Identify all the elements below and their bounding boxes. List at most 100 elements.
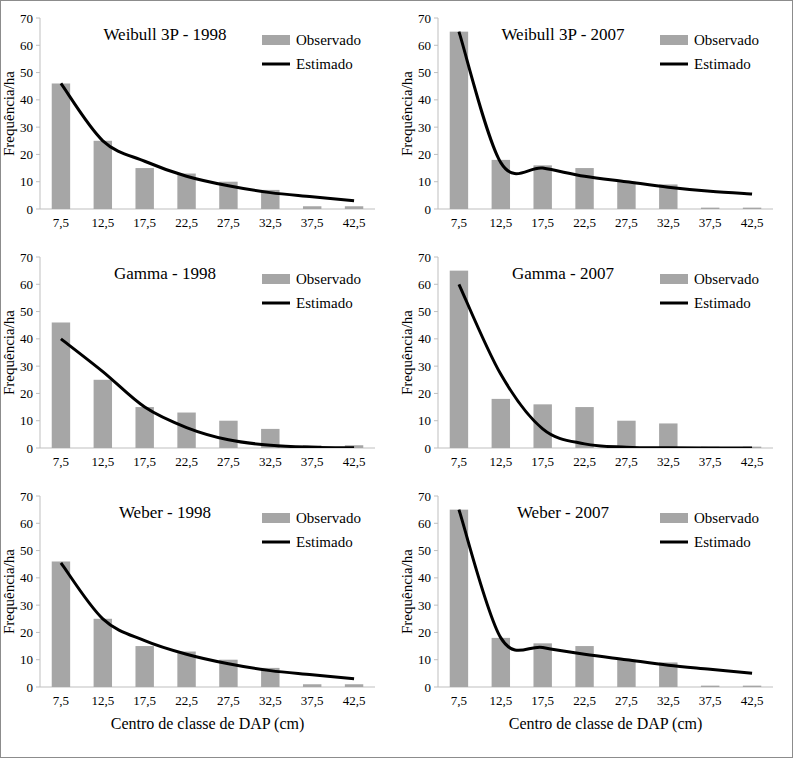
x-tick-label: 22,5 xyxy=(175,454,198,469)
bar xyxy=(135,646,153,687)
bar xyxy=(135,407,153,448)
legend-label: Estimado xyxy=(296,295,353,311)
bar xyxy=(345,684,363,687)
legend: ObservadoEstimado xyxy=(660,271,759,311)
y-tick-label: 50 xyxy=(418,65,431,80)
x-tick-label: 42,5 xyxy=(741,454,764,469)
y-tick xyxy=(36,181,40,182)
y-tick-label: 0 xyxy=(425,202,432,217)
legend-label: Estimado xyxy=(296,56,353,72)
x-axis xyxy=(40,209,375,210)
y-axis xyxy=(438,257,439,448)
y-tick xyxy=(434,209,438,210)
bar xyxy=(533,165,551,209)
x-tick-label: 27,5 xyxy=(615,215,638,230)
y-tick xyxy=(434,311,438,312)
bar xyxy=(659,423,677,448)
y-tick xyxy=(434,687,438,688)
legend-swatch xyxy=(660,35,688,45)
x-tick-label: 22,5 xyxy=(175,215,198,230)
x-tick-label: 12,5 xyxy=(91,693,114,708)
title: Weber - 1998 xyxy=(119,503,211,522)
x-tick-label: 42,5 xyxy=(343,693,366,708)
y-axis-label: Frequência/ha xyxy=(1,71,17,156)
title: Gamma - 2007 xyxy=(512,264,614,283)
x-tick-label: 42,5 xyxy=(343,215,366,230)
x-tick-label: 32,5 xyxy=(657,454,680,469)
x-tick-label: 42,5 xyxy=(741,693,764,708)
legend: ObservadoEstimado xyxy=(262,510,361,550)
bar xyxy=(52,83,70,209)
y-tick-label: 50 xyxy=(418,543,431,558)
y-tick xyxy=(434,550,438,551)
y-tick xyxy=(434,45,438,46)
y-tick xyxy=(36,687,40,688)
y-tick xyxy=(36,209,40,210)
y-tick xyxy=(434,18,438,19)
y-tick xyxy=(36,605,40,606)
y-tick xyxy=(36,284,40,285)
y-tick xyxy=(434,496,438,497)
bar xyxy=(345,206,363,209)
line xyxy=(459,510,752,674)
y-tick-label: 20 xyxy=(418,147,431,162)
y-tick xyxy=(36,420,40,421)
legend-swatch xyxy=(660,513,688,523)
bar xyxy=(135,168,153,209)
y-tick-label: 30 xyxy=(20,120,33,135)
y-tick xyxy=(36,45,40,46)
legend-swatch xyxy=(660,302,688,305)
y-tick-label: 0 xyxy=(27,202,34,217)
y-tick xyxy=(36,550,40,551)
y-tick xyxy=(36,154,40,155)
y-tick-label: 50 xyxy=(20,304,33,319)
legend-label: Observado xyxy=(694,271,759,287)
title: Gamma - 1998 xyxy=(114,264,216,283)
y-tick-label: 70 xyxy=(20,250,33,265)
y-tick-label: 60 xyxy=(418,277,431,292)
y-tick-label: 0 xyxy=(425,680,432,695)
legend-swatch xyxy=(262,541,290,544)
y-axis xyxy=(40,18,41,209)
y-axis-label: Frequência/ha xyxy=(1,310,17,395)
x-axis xyxy=(438,209,773,210)
y-tick-label: 10 xyxy=(20,413,33,428)
legend-label: Observado xyxy=(694,510,759,526)
plot-area xyxy=(52,561,364,687)
y-tick xyxy=(434,577,438,578)
legend-swatch xyxy=(262,302,290,305)
y-tick-label: 10 xyxy=(418,413,431,428)
y-tick xyxy=(36,18,40,19)
panel: 0102030405060707,512,517,522,527,532,537… xyxy=(1,11,375,231)
y-tick-label: 10 xyxy=(418,174,431,189)
y-tick xyxy=(36,577,40,578)
y-tick xyxy=(434,338,438,339)
legend-label: Observado xyxy=(694,32,759,48)
x-tick-label: 22,5 xyxy=(175,693,198,708)
legend: Observado Estimado xyxy=(262,271,361,311)
title: Weibull 3P - 2007 xyxy=(501,25,625,44)
x-tick-label: 37,5 xyxy=(699,693,722,708)
legend-swatch xyxy=(660,274,688,284)
y-tick-label: 40 xyxy=(20,92,33,107)
y-tick xyxy=(36,127,40,128)
panel: 0102030405060707,512,517,522,527,532,537… xyxy=(399,11,773,231)
y-axis xyxy=(40,496,41,687)
y-tick xyxy=(434,257,438,258)
y-tick xyxy=(36,523,40,524)
y-tick xyxy=(36,448,40,449)
y-tick-label: 30 xyxy=(20,598,33,613)
x-tick-label: 17,5 xyxy=(133,454,156,469)
panel: 0102030405060707,512,517,522,527,532,537… xyxy=(399,250,773,470)
y-tick-label: 0 xyxy=(27,680,34,695)
legend-swatch xyxy=(262,513,290,523)
legend-label: Observado xyxy=(296,271,361,287)
y-tick-label: 70 xyxy=(418,489,431,504)
x-tick-label: 27,5 xyxy=(615,693,638,708)
x-tick-label: 12,5 xyxy=(91,215,114,230)
y-tick xyxy=(36,393,40,394)
y-tick-label: 70 xyxy=(418,11,431,26)
legend-swatch xyxy=(262,35,290,45)
y-tick-label: 40 xyxy=(418,92,431,107)
y-tick-label: 60 xyxy=(418,516,431,531)
